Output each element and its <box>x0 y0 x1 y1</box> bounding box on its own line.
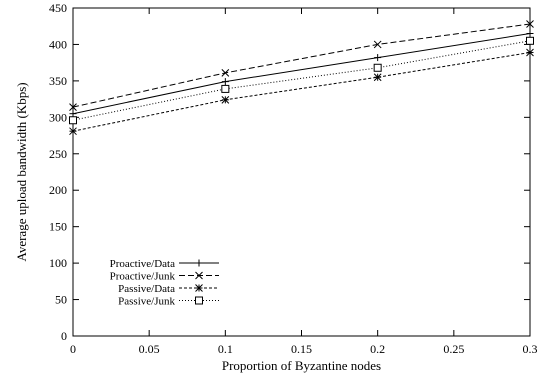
series-proactive-data <box>69 30 534 118</box>
marker-stroke <box>69 103 77 111</box>
legend-entry: Proactive/Junk <box>110 271 219 283</box>
y-tick-label: 0 <box>61 329 67 343</box>
marker-stroke <box>195 296 203 305</box>
x-tick-label: 0.25 <box>443 342 464 356</box>
data-point <box>195 259 203 267</box>
x-tick-label: 0.1 <box>218 342 233 356</box>
data-point <box>221 69 230 77</box>
y-tick-label: 100 <box>49 256 67 270</box>
x-tick-label: 0.05 <box>139 342 160 356</box>
y-tick-label: 300 <box>49 110 67 124</box>
marker-stroke <box>373 63 382 72</box>
marker-stroke <box>221 69 230 77</box>
data-point <box>69 127 77 136</box>
y-tick-label: 150 <box>49 220 67 234</box>
marker-stroke <box>526 20 534 28</box>
x-axis-title: Proportion of Byzantine nodes <box>222 358 381 373</box>
legend-entry: Passive/Junk <box>118 296 219 308</box>
data-point <box>526 48 534 57</box>
y-tick-label: 450 <box>49 1 67 15</box>
legend-entry: Passive/Data <box>118 283 219 295</box>
marker-stroke <box>373 40 382 49</box>
legend: Proactive/DataProactive/JunkPassive/Data… <box>110 258 219 308</box>
series-line <box>72 33 531 115</box>
series-passive-junk <box>69 36 534 125</box>
data-point <box>221 95 230 104</box>
data-point <box>526 36 534 45</box>
data-point <box>195 284 203 292</box>
x-tick-label: 0.15 <box>291 342 312 356</box>
marker-stroke <box>221 95 230 104</box>
data-point <box>526 20 534 28</box>
data-point <box>373 73 382 82</box>
data-point <box>373 63 382 72</box>
y-tick-label: 200 <box>49 183 67 197</box>
legend-label: Proactive/Junk <box>110 271 176 283</box>
series-line <box>72 23 531 108</box>
marker-stroke <box>69 116 77 125</box>
data-point <box>195 271 203 280</box>
y-tick-label: 250 <box>49 147 67 161</box>
legend-label: Proactive/Data <box>110 258 175 270</box>
axis-ticks: 0 50 100 150 200 250 300 350 400 450 0 0.05 0.1 0.15 0… <box>49 1 538 356</box>
marker-stroke <box>373 73 382 82</box>
y-axis-title: Average upload bandwidth (Kbps) <box>14 82 29 261</box>
marker-stroke <box>526 48 534 57</box>
marker-stroke <box>221 84 230 93</box>
series-passive-data <box>69 48 534 136</box>
data-point <box>526 30 534 38</box>
data-point <box>221 78 229 86</box>
marker-stroke <box>526 36 534 45</box>
data-point <box>374 54 382 62</box>
marker-stroke <box>195 271 203 280</box>
data-point <box>221 84 230 93</box>
data-point <box>69 116 77 125</box>
x-tick-label: 0.2 <box>370 342 385 356</box>
series-line <box>72 52 531 132</box>
series-layer <box>69 20 534 136</box>
legend-label: Passive/Junk <box>118 296 175 308</box>
marker-stroke <box>69 127 77 136</box>
data-point <box>69 110 77 118</box>
legend-label: Passive/Data <box>118 283 175 295</box>
x-tick-label: 0 <box>70 342 76 356</box>
data-point <box>195 296 203 305</box>
y-tick-label: 400 <box>49 37 67 51</box>
series-line <box>72 40 531 121</box>
series-proactive-junk <box>69 20 534 111</box>
data-point <box>373 40 382 49</box>
y-tick-label: 50 <box>55 293 67 307</box>
marker-stroke <box>195 284 203 292</box>
data-point <box>69 103 77 111</box>
legend-entry: Proactive/Data <box>110 258 219 270</box>
y-tick-label: 350 <box>49 74 67 88</box>
x-tick-label: 0.3 <box>523 342 538 356</box>
